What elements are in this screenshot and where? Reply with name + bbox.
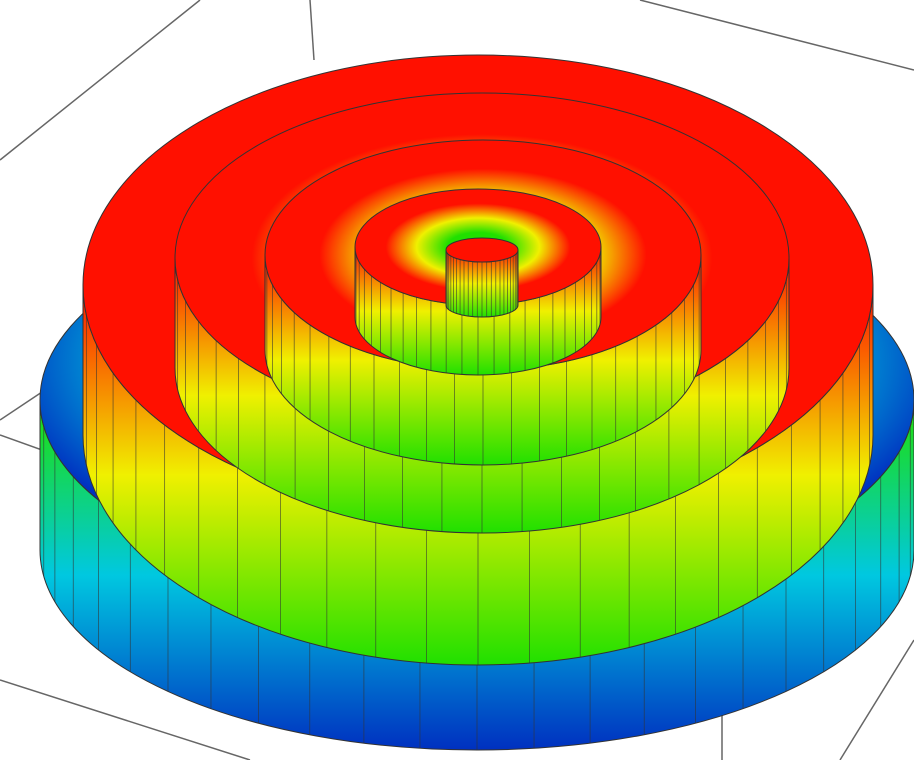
surface xyxy=(39,54,914,751)
surface-top xyxy=(445,237,519,263)
